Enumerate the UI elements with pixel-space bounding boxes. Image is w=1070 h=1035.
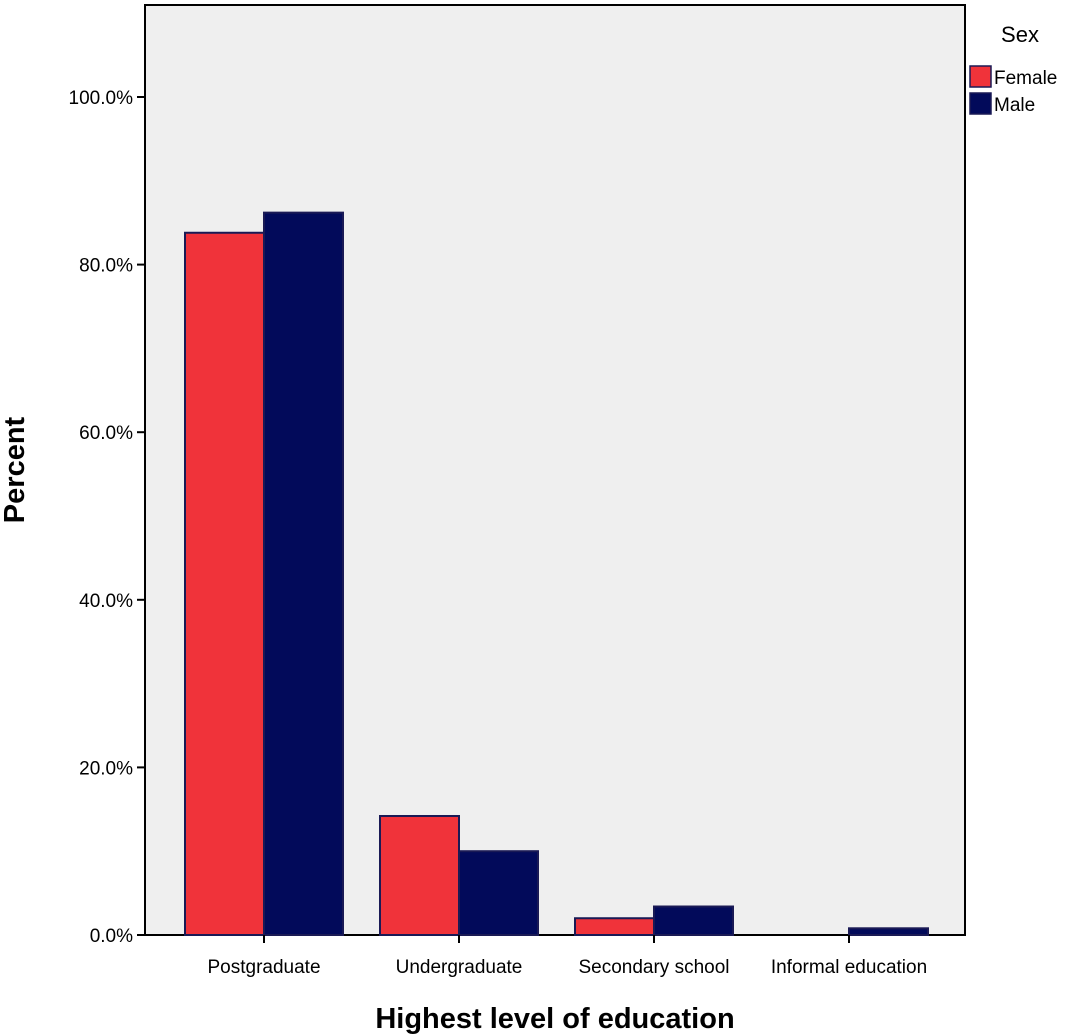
- legend-swatch-female: [969, 65, 992, 88]
- bar-male-2: [458, 850, 539, 937]
- x-tick-label: Postgraduate: [207, 957, 320, 978]
- x-tick-label: Secondary school: [578, 957, 729, 978]
- y-tick-label: 40.0%: [79, 591, 133, 612]
- bar-male-3: [653, 905, 734, 936]
- y-axis: 0.0% 20.0% 40.0% 60.0% 80.0% 100.0%: [69, 88, 145, 947]
- bar-female-3: [574, 917, 655, 936]
- y-axis-title: Percent: [0, 416, 31, 523]
- legend-items: Female Male: [969, 65, 1057, 116]
- y-tick-label: 20.0%: [79, 758, 133, 779]
- legend-title: Sex: [1001, 22, 1039, 47]
- y-tick-label: 0.0%: [90, 926, 133, 947]
- x-tick-label: Informal education: [771, 957, 927, 978]
- bars-layer: [184, 211, 929, 937]
- x-axis-title: Highest level of education: [375, 1003, 734, 1035]
- legend: Sex Female Male: [969, 22, 1057, 116]
- bar-female-1: [184, 231, 265, 937]
- bar-male-4: [848, 927, 929, 937]
- x-axis: Postgraduate Undergraduate Secondary schoo…: [207, 935, 927, 978]
- legend-label-male: Male: [994, 95, 1035, 116]
- bar-male-1: [263, 211, 344, 937]
- y-tick-label: 60.0%: [79, 423, 133, 444]
- legend-label-female: Female: [994, 68, 1057, 89]
- x-tick-label: Undergraduate: [396, 957, 523, 978]
- y-tick-label: 100.0%: [69, 88, 134, 109]
- bar-female-2: [379, 815, 460, 937]
- y-tick-label: 80.0%: [79, 256, 133, 277]
- legend-swatch-male: [969, 92, 992, 115]
